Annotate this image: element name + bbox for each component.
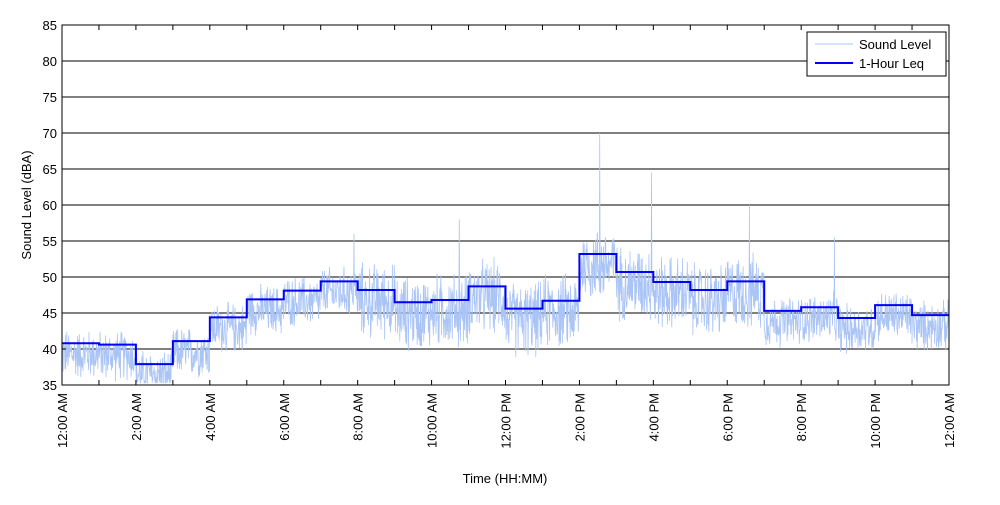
- y-tick-label: 75: [43, 90, 57, 105]
- y-tick-label: 85: [43, 18, 57, 33]
- sound-level-series: [61, 132, 949, 385]
- y-tick-label: 70: [43, 126, 57, 141]
- grid-lines: [62, 60, 949, 350]
- legend: Sound Level 1-Hour Leq: [806, 31, 947, 77]
- legend-leq-label: 1-Hour Leq: [859, 56, 924, 71]
- legend-box: [806, 31, 947, 77]
- x-tick-label: 6:00 AM: [277, 393, 292, 441]
- y-tick-label: 80: [43, 54, 57, 69]
- legend-sound-level-label: Sound Level: [859, 37, 931, 52]
- x-axis-label: Time (HH:MM): [463, 471, 548, 486]
- y-tick-label: 45: [43, 306, 57, 321]
- x-tick-label: 2:00 PM: [572, 393, 587, 441]
- x-tick-label: 12:00 AM: [55, 393, 70, 448]
- x-tick-label: 12:00 PM: [499, 393, 514, 449]
- x-tick-label: 4:00 AM: [203, 393, 218, 441]
- x-tick-label: 10:00 PM: [868, 393, 883, 449]
- y-tick-label: 35: [43, 378, 57, 393]
- y-tick-label: 60: [43, 198, 57, 213]
- y-tick-label: 50: [43, 270, 57, 285]
- x-tick-label: 2:00 AM: [129, 393, 144, 441]
- x-tick-label: 10:00 AM: [425, 393, 440, 448]
- y-axis-label: Sound Level (dBA): [19, 150, 34, 259]
- y-tick-label: 65: [43, 162, 57, 177]
- x-tick-label: 6:00 PM: [720, 393, 735, 441]
- x-tick-label: 8:00 AM: [351, 393, 366, 441]
- y-tick-label: 40: [43, 342, 57, 357]
- x-tick-label: 8:00 PM: [794, 393, 809, 441]
- leq-step-line: [62, 252, 949, 366]
- y-tick-label: 55: [43, 234, 57, 249]
- axis-ticks: 35 40 45 50 55 60 65 70 75 80 85 12:00 AM 2:00 AM 4:0…: [43, 18, 957, 449]
- leq-series: [62, 252, 949, 366]
- sound-level-line: [61, 132, 949, 385]
- x-tick-label: 4:00 PM: [646, 393, 661, 441]
- x-tick-label: 12:00 AM: [942, 393, 957, 448]
